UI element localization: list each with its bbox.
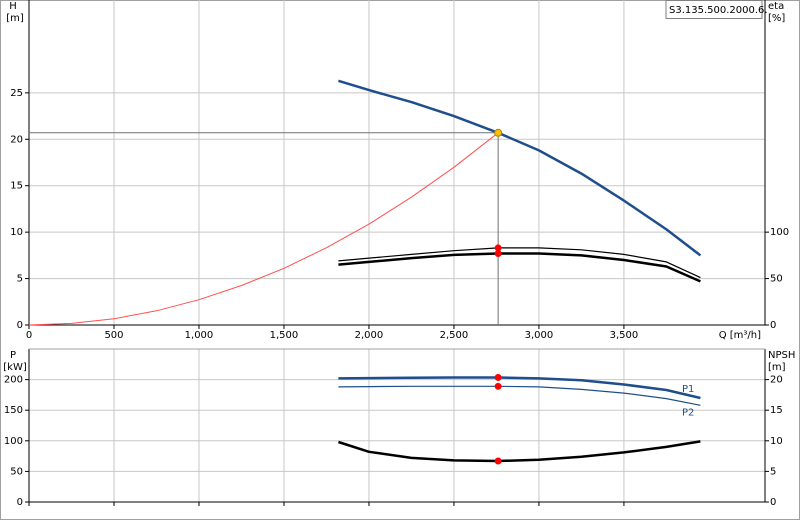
y-tick-label: 200 bbox=[4, 375, 23, 386]
operating-point bbox=[494, 128, 503, 137]
y2-label: NPSH bbox=[768, 350, 795, 361]
y-tick-label: 10 bbox=[10, 227, 23, 238]
operating-point bbox=[494, 382, 502, 390]
y2-label: eta bbox=[768, 1, 784, 12]
y2-tick-label: 15 bbox=[770, 405, 783, 416]
y-tick-label: 0 bbox=[17, 320, 23, 331]
y-tick-label: 0 bbox=[17, 497, 23, 508]
x-tick-label: 3,000 bbox=[525, 330, 554, 341]
y2-tick-label: 0 bbox=[770, 320, 776, 331]
x-tick-label: 500 bbox=[104, 330, 123, 341]
y-label: P bbox=[10, 350, 16, 361]
y2-tick-label: 20 bbox=[770, 375, 783, 386]
x-tick-label: 0 bbox=[26, 330, 32, 341]
operating-point bbox=[494, 457, 502, 465]
y-tick-label: 20 bbox=[10, 134, 23, 145]
series-label: P1 bbox=[682, 384, 694, 395]
curve bbox=[28, 132, 499, 326]
y-tick-label: 100 bbox=[4, 436, 23, 447]
y-tick-label: 50 bbox=[10, 466, 23, 477]
curve bbox=[338, 247, 701, 279]
curve bbox=[338, 376, 701, 400]
y-label: H bbox=[9, 1, 17, 12]
y-tick-label: 5 bbox=[17, 274, 23, 285]
y-unit: [kW] bbox=[3, 362, 27, 373]
y2-tick-label: 5 bbox=[770, 466, 776, 477]
x-tick-label: 2,500 bbox=[440, 330, 469, 341]
label-box bbox=[665, 0, 763, 19]
curve bbox=[338, 79, 702, 257]
y2-tick-label: 100 bbox=[770, 227, 789, 238]
series-label: P2 bbox=[682, 407, 694, 418]
y2-tick-label: 0 bbox=[770, 497, 776, 508]
x-tick-label: 1,000 bbox=[185, 330, 214, 341]
y-tick-label: 150 bbox=[4, 405, 23, 416]
y-unit: [m] bbox=[6, 13, 24, 24]
x-tick-label: 2,000 bbox=[355, 330, 384, 341]
y-tick-label: 25 bbox=[10, 88, 23, 99]
operating-point bbox=[494, 373, 502, 381]
curve bbox=[338, 385, 701, 406]
y2-tick-label: 50 bbox=[770, 274, 783, 285]
operating-point bbox=[494, 250, 502, 257]
operating-point bbox=[494, 244, 502, 252]
box-label: S3.135.500.2000.6. bbox=[669, 5, 768, 16]
y2-unit: [%] bbox=[768, 13, 785, 24]
x-tick-label: 3,500 bbox=[610, 330, 639, 341]
y2-unit: [m] bbox=[768, 362, 786, 373]
y2-tick-label: 10 bbox=[770, 436, 783, 447]
y-tick-label: 15 bbox=[10, 181, 23, 192]
curve bbox=[338, 252, 701, 283]
x-tick-label: 1,500 bbox=[270, 330, 299, 341]
curve bbox=[338, 440, 701, 463]
x-label: Q [m³/h] bbox=[719, 330, 761, 341]
